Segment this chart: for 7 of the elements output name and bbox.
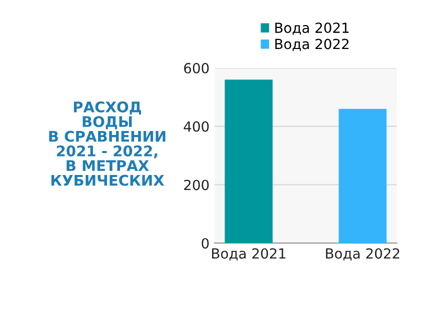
y-tick-label: 0 [202,238,209,249]
y-tick-label: 600 [184,62,209,74]
y-tick-label: 400 [184,121,209,132]
legend-label: Вода 2021 [275,22,349,35]
y-tick-label: 200 [184,180,209,190]
legend-label: Вода 2022 [275,38,348,51]
text: РАСХОД ВОДЫ В СРАВНЕНИИ 2021 - 2022, В МЕТРАХ КУБИЧЕСКИХ [49,101,166,186]
